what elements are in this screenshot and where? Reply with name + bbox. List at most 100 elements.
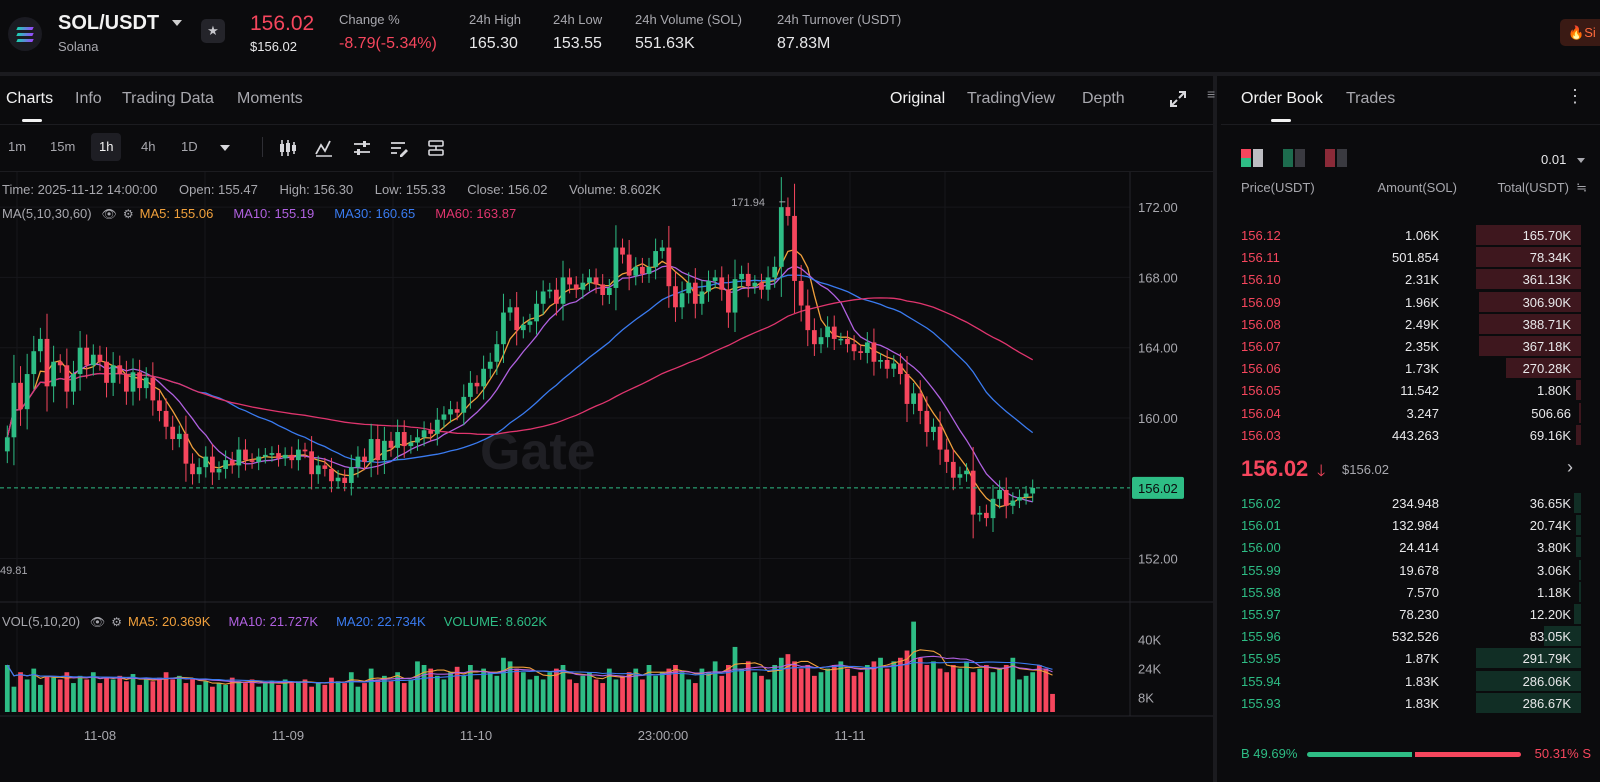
- candle[interactable]: [898, 353, 903, 385]
- candle[interactable]: [329, 457, 334, 493]
- candle[interactable]: [448, 400, 453, 423]
- candle[interactable]: [104, 347, 109, 398]
- candle[interactable]: [573, 276, 579, 298]
- bid-row[interactable]: 155.93 1.83K 286.67K: [1221, 692, 1600, 714]
- candle[interactable]: [534, 290, 539, 335]
- candle[interactable]: [163, 398, 169, 440]
- view-bids-icon[interactable]: [1283, 149, 1305, 167]
- candle[interactable]: [977, 505, 983, 522]
- candle[interactable]: [620, 238, 625, 264]
- candle[interactable]: [501, 293, 506, 363]
- interval-1d[interactable]: 1D: [181, 139, 198, 154]
- candle[interactable]: [170, 415, 176, 451]
- candle[interactable]: [514, 291, 520, 346]
- candle[interactable]: [878, 353, 883, 369]
- candle[interactable]: [24, 353, 30, 430]
- candle[interactable]: [408, 435, 414, 454]
- candle[interactable]: [130, 358, 136, 406]
- candle[interactable]: [984, 504, 989, 527]
- panel-menu-icon[interactable]: ≡: [1207, 86, 1216, 102]
- precision-select[interactable]: 0.01: [1541, 152, 1567, 167]
- kline-chart-area[interactable]: Gate 172.00 168.00 164.00 160.00 152.00 156.0…: [0, 172, 1213, 782]
- candle[interactable]: [745, 262, 751, 298]
- bid-row[interactable]: 155.96 532.526 83.05K: [1221, 625, 1600, 647]
- candle[interactable]: [38, 327, 43, 363]
- candle[interactable]: [322, 457, 328, 477]
- candle[interactable]: [269, 446, 275, 462]
- candle[interactable]: [719, 266, 725, 301]
- candle[interactable]: [712, 269, 718, 289]
- bid-row[interactable]: 155.97 78.230 12.20K: [1221, 603, 1600, 625]
- candle[interactable]: [560, 260, 566, 321]
- candle[interactable]: [375, 424, 381, 475]
- candle[interactable]: [659, 239, 665, 259]
- candle[interactable]: [554, 277, 559, 316]
- candle[interactable]: [18, 366, 23, 426]
- candle[interactable]: [818, 328, 824, 354]
- tab-order-book[interactable]: Order Book: [1241, 90, 1323, 107]
- candle[interactable]: [51, 345, 56, 403]
- candle[interactable]: [679, 281, 685, 320]
- candle[interactable]: [673, 271, 678, 322]
- candle[interactable]: [1003, 477, 1009, 519]
- candle[interactable]: [256, 448, 262, 471]
- candle[interactable]: [726, 274, 731, 328]
- candle[interactable]: [487, 352, 493, 378]
- view-both-icon[interactable]: [1241, 149, 1263, 167]
- candle[interactable]: [540, 280, 546, 315]
- candle[interactable]: [812, 318, 817, 356]
- bid-row[interactable]: 155.99 19.678 3.06K: [1221, 559, 1600, 581]
- candle[interactable]: [626, 239, 632, 291]
- candle[interactable]: [1030, 479, 1036, 502]
- ask-row[interactable]: 156.03 443.263 69.16K: [1221, 424, 1600, 446]
- candle[interactable]: [461, 384, 467, 426]
- candle[interactable]: [190, 453, 195, 485]
- candle[interactable]: [428, 422, 434, 442]
- ask-row[interactable]: 156.08 2.49K 388.71K: [1221, 313, 1600, 335]
- candle[interactable]: [950, 449, 956, 491]
- pair-dropdown-icon[interactable]: [172, 20, 182, 26]
- favorite-star-icon[interactable]: ★: [201, 19, 225, 43]
- mode-tradingview[interactable]: TradingView: [967, 90, 1056, 107]
- candle[interactable]: [931, 418, 936, 441]
- eye-icon[interactable]: 👁: [101, 206, 117, 221]
- candle[interactable]: [71, 360, 76, 405]
- candle[interactable]: [606, 278, 612, 304]
- bid-row[interactable]: 155.95 1.87K 291.79K: [1221, 647, 1600, 669]
- sort-icon[interactable]: ≒: [1576, 180, 1587, 195]
- candle[interactable]: [527, 313, 533, 333]
- settings-sliders-icon[interactable]: [352, 138, 372, 158]
- precision-dropdown-icon[interactable]: [1577, 158, 1585, 163]
- candle[interactable]: [580, 273, 586, 299]
- candle[interactable]: [567, 268, 572, 294]
- candle[interactable]: [798, 264, 804, 322]
- candle[interactable]: [838, 332, 844, 346]
- settings-icon[interactable]: ⚙: [111, 614, 123, 629]
- candle[interactable]: [765, 266, 771, 301]
- candle[interactable]: [937, 411, 943, 465]
- candle[interactable]: [203, 446, 209, 478]
- pair-name[interactable]: SOL/USDT: [58, 12, 160, 34]
- candle[interactable]: [970, 446, 976, 539]
- candle[interactable]: [415, 429, 420, 451]
- candle[interactable]: [805, 289, 811, 347]
- candle[interactable]: [778, 177, 784, 297]
- candle[interactable]: [587, 269, 592, 291]
- candle[interactable]: [600, 274, 606, 306]
- candle[interactable]: [210, 444, 215, 485]
- candle[interactable]: [223, 450, 228, 479]
- ask-row[interactable]: 156.09 1.96K 306.90K: [1221, 291, 1600, 313]
- candle[interactable]: [481, 355, 486, 400]
- candle[interactable]: [454, 401, 460, 421]
- candle[interactable]: [388, 431, 394, 457]
- candle[interactable]: [421, 421, 427, 447]
- candle[interactable]: [468, 371, 473, 409]
- candle[interactable]: [57, 354, 63, 373]
- candle[interactable]: [64, 348, 70, 409]
- candle[interactable]: [236, 437, 242, 478]
- interval-15m[interactable]: 15m: [50, 139, 76, 154]
- candle[interactable]: [216, 461, 222, 480]
- candle[interactable]: [441, 406, 447, 428]
- candle[interactable]: [944, 438, 950, 473]
- candle[interactable]: [706, 270, 711, 302]
